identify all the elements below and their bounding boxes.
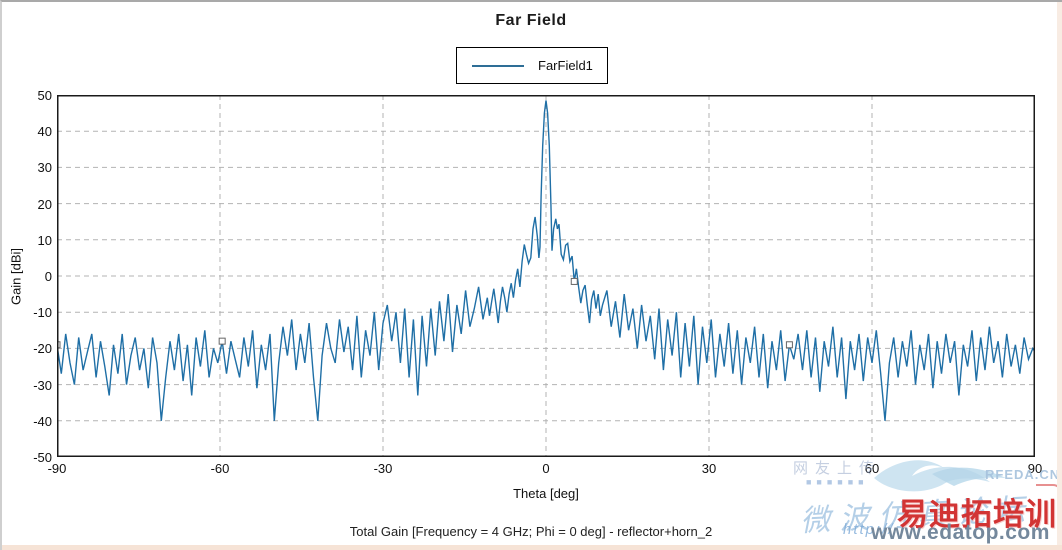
bottom-edge-tint — [0, 545, 1062, 550]
y-tick-label: 10 — [37, 232, 52, 248]
y-tick-label: -10 — [33, 305, 52, 321]
y-tick-label: 50 — [37, 88, 52, 103]
y-tick-label: 20 — [37, 196, 52, 212]
trace-marker — [785, 341, 793, 349]
x-tick-label: 30 — [701, 461, 717, 476]
y-tick-label: -20 — [33, 341, 52, 357]
y-tick-label: 40 — [37, 124, 52, 140]
chart-footnote: Total Gain [Frequency = 4 GHz; Phi = 0 d… — [349, 524, 713, 539]
x-tick-label: -90 — [47, 461, 67, 476]
y-axis-label: Gain [dBi] — [8, 247, 24, 306]
y-tick-label: 0 — [44, 269, 52, 284]
y-tick-label: 30 — [37, 160, 52, 176]
watermark-rfeda-text: RFEDA.CN — [985, 467, 1061, 482]
chart-title: Far Field — [495, 12, 567, 29]
legend-series-label: FarField1 — [538, 58, 593, 73]
x-tick-label: -30 — [373, 461, 393, 476]
x-tick-label: 90 — [1027, 461, 1043, 476]
x-tick-label: 60 — [864, 461, 880, 476]
y-tick-label: -40 — [33, 413, 52, 429]
y-tick-label: -30 — [33, 377, 52, 393]
trace-marker — [570, 277, 578, 285]
plot-frame — [57, 95, 1035, 457]
y-tick-label: -50 — [33, 450, 52, 465]
plot-area — [57, 95, 1035, 457]
x-tick-label: 0 — [542, 461, 550, 476]
x-tick-label: -60 — [210, 461, 230, 476]
legend: FarField1 — [456, 47, 608, 84]
x-axis-label: Theta [deg] — [513, 486, 579, 501]
trace-marker — [218, 337, 226, 345]
right-edge-tint — [1057, 0, 1062, 550]
legend-line-sample — [472, 64, 524, 67]
farfield1-trace — [57, 100, 1035, 421]
